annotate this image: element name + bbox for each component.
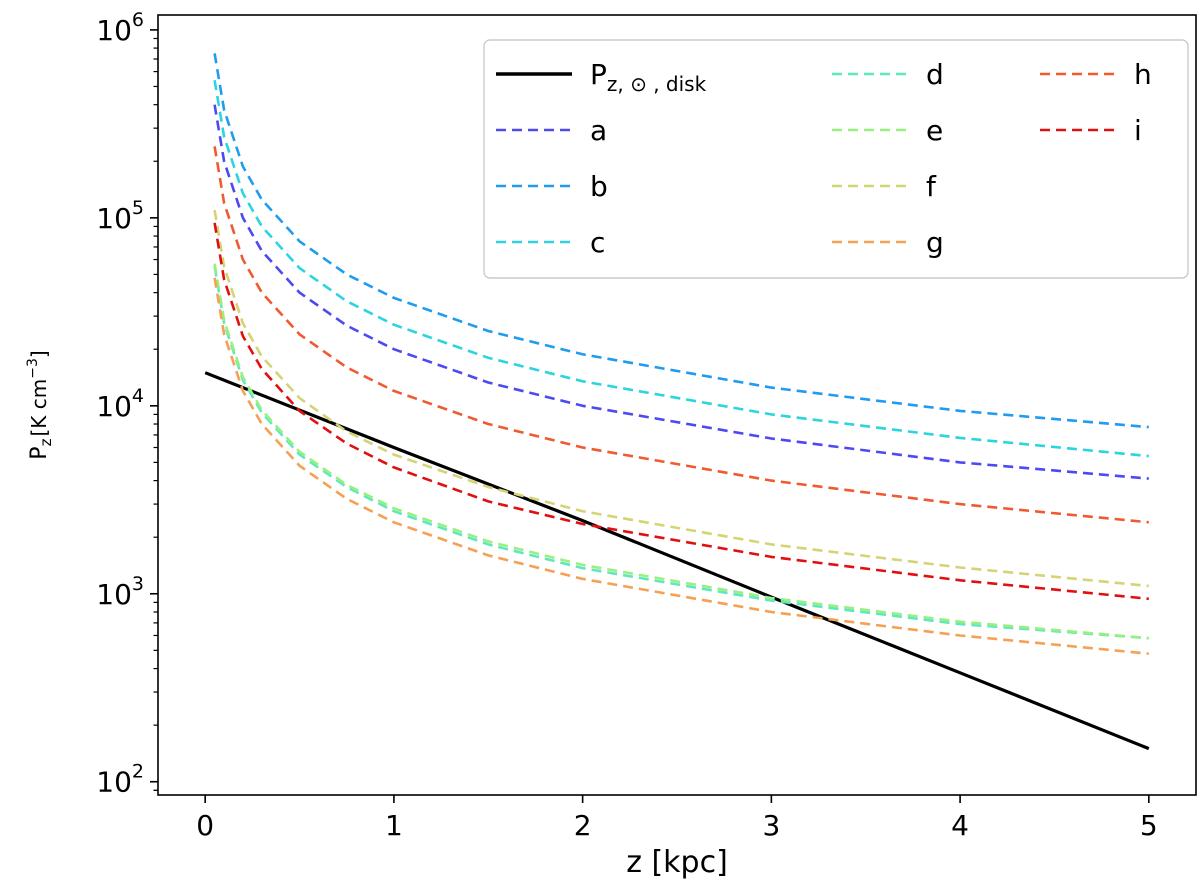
legend-label: f <box>926 170 937 203</box>
x-axis-ticks: 0 1 2 3 4 5 <box>196 795 1158 842</box>
legend-label: Pz, ⊙ , disk <box>590 58 707 96</box>
legend-label: d <box>926 58 944 91</box>
series-line-h <box>213 146 1149 524</box>
legend-label: e <box>926 114 943 147</box>
y-tick-label: 103 <box>96 573 144 611</box>
series-line-f <box>213 209 1149 588</box>
legend-label: b <box>590 170 608 203</box>
y-tick-label: 106 <box>96 9 144 47</box>
y-tick-label: 105 <box>96 197 144 235</box>
legend-label: g <box>926 226 944 259</box>
legend-label: c <box>590 226 605 259</box>
y-axis-label: Pz[K cm−3] <box>25 350 55 459</box>
series-line-e <box>213 263 1149 640</box>
y-axis-ticks: 102 103 104 105 106 <box>96 9 158 799</box>
series-line-i <box>213 222 1149 601</box>
x-axis-label: z [kpc] <box>626 845 728 880</box>
legend-label: h <box>1134 58 1152 91</box>
x-tick-label: 2 <box>574 809 592 842</box>
series-layer <box>204 53 1150 751</box>
series-line-pz-disk <box>204 371 1150 751</box>
legend-label: i <box>1134 114 1142 147</box>
plot-frame <box>157 14 1197 796</box>
y-tick-label: 104 <box>96 385 144 423</box>
legend-frame <box>483 39 1189 279</box>
series-line-g <box>213 277 1149 655</box>
series-line-b <box>213 53 1149 429</box>
series-line-c <box>213 79 1149 458</box>
x-tick-label: 3 <box>762 809 780 842</box>
x-tick-label: 4 <box>951 809 969 842</box>
y-tick-label: 102 <box>96 761 144 799</box>
x-tick-label: 1 <box>385 809 403 842</box>
series-line-d <box>213 266 1149 640</box>
legend-label: a <box>590 114 607 147</box>
x-tick-label: 0 <box>196 809 214 842</box>
series-line-a <box>213 104 1149 480</box>
x-tick-label: 5 <box>1140 809 1158 842</box>
